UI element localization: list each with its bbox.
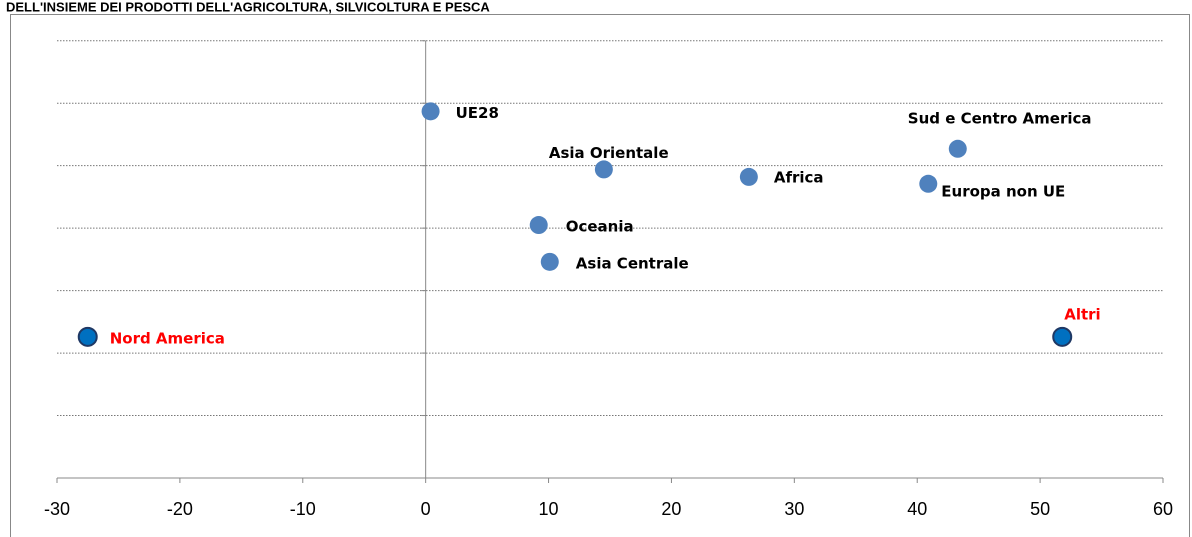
point — [594, 160, 613, 179]
x-tick-label: 20 — [661, 499, 681, 519]
x-tick-label: 0 — [421, 499, 431, 519]
point — [948, 139, 967, 158]
x-tick-label: 40 — [907, 499, 927, 519]
point — [919, 174, 938, 193]
x-tick-label: -30 — [44, 499, 70, 519]
point-label: Altri — [1064, 305, 1100, 323]
x-tick-label: 10 — [539, 499, 559, 519]
point — [739, 167, 758, 186]
point — [540, 252, 559, 271]
x-tick-label: -10 — [290, 499, 316, 519]
x-tick-label: 50 — [1030, 499, 1050, 519]
x-tick-label: 60 — [1153, 499, 1173, 519]
chart-title: DELL'INSIEME DEI PRODOTTI DELL'AGRICOLTU… — [6, 0, 490, 14]
x-tick-label: 30 — [784, 499, 804, 519]
point-label: Oceania — [566, 218, 634, 236]
point — [77, 326, 98, 347]
point-label: Sud e Centro America — [908, 109, 1092, 127]
point-label: Nord America — [110, 329, 225, 347]
point-label: Africa — [774, 168, 824, 186]
point-label: Asia Orientale — [549, 144, 669, 162]
point — [529, 216, 548, 235]
point-label: Europa non UE — [941, 182, 1065, 200]
point — [1052, 326, 1073, 347]
point-label: UE28 — [456, 104, 499, 122]
point — [421, 102, 440, 121]
x-tick-label: -20 — [167, 499, 193, 519]
chart-border — [10, 14, 1190, 537]
point-label: Asia Centrale — [576, 254, 689, 272]
